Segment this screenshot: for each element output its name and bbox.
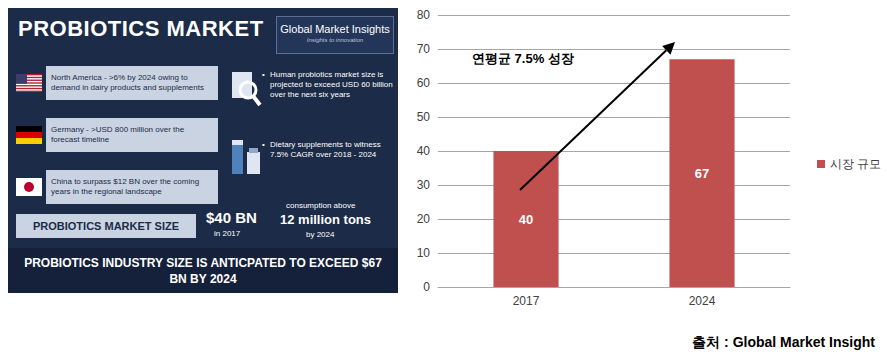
svg-text:30: 30 [417,178,431,192]
html-text:PROBIOTICS MARKET SIZE: PROBIOTICS MARKET SIZE [33,220,179,232]
svg-text:70: 70 [417,42,431,56]
svg-text:40: 40 [519,212,533,227]
html-text:North America - >6% by 2024 ow: North America - >6% by 2024 owing to dem… [51,73,204,92]
html-text:Germany - >USD 800 million ove: Germany - >USD 800 million over the fore… [51,125,185,144]
html-text:12 million tons: 12 million tons [280,212,371,227]
svg-text:80: 80 [417,8,431,22]
svg-text:20: 20 [417,212,431,226]
svg-text:50: 50 [417,110,431,124]
svg-text:10: 10 [417,246,431,260]
html-text:consumption above: consumption above [286,201,356,210]
svg-text:2017: 2017 [513,294,540,308]
html-text:PROBIOTICS MARKET: PROBIOTICS MARKET [18,16,264,41]
html-text:PROBIOTICS INDUSTRY SIZE IS AN: PROBIOTICS INDUSTRY SIZE IS ANTICPATED T… [24,255,382,286]
html-text:$40 BN: $40 BN [206,209,257,226]
svg-text:60: 60 [417,76,431,90]
svg-text:2024: 2024 [689,294,716,308]
html-text:Dietary supplements to witness: Dietary supplements to witness 7.5% CAGR… [270,140,381,159]
html-text:Human probiotics market size i: Human probiotics market size is projecte… [270,70,393,99]
html-text:China to surpass $12 BN over t: China to surpass $12 BN over the coming … [51,177,200,196]
svg-text:40: 40 [417,144,431,158]
svg-text:67: 67 [695,166,709,181]
svg-text:0: 0 [423,280,430,294]
html-text:in 2017: in 2017 [214,229,241,238]
html-text:Global Market Insights: Global Market Insights [280,23,390,35]
svg-text:시장 규모: 시장 규모 [830,157,881,171]
svg-text:출처 : Global Market Insight: 출처 : Global Market Insight [692,334,875,350]
html-text:Insights to innovation: Insights to innovation [306,37,364,43]
svg-text:연평균 7.5% 성장: 연평균 7.5% 성장 [472,51,574,66]
html-text:by 2024: by 2024 [306,230,335,239]
